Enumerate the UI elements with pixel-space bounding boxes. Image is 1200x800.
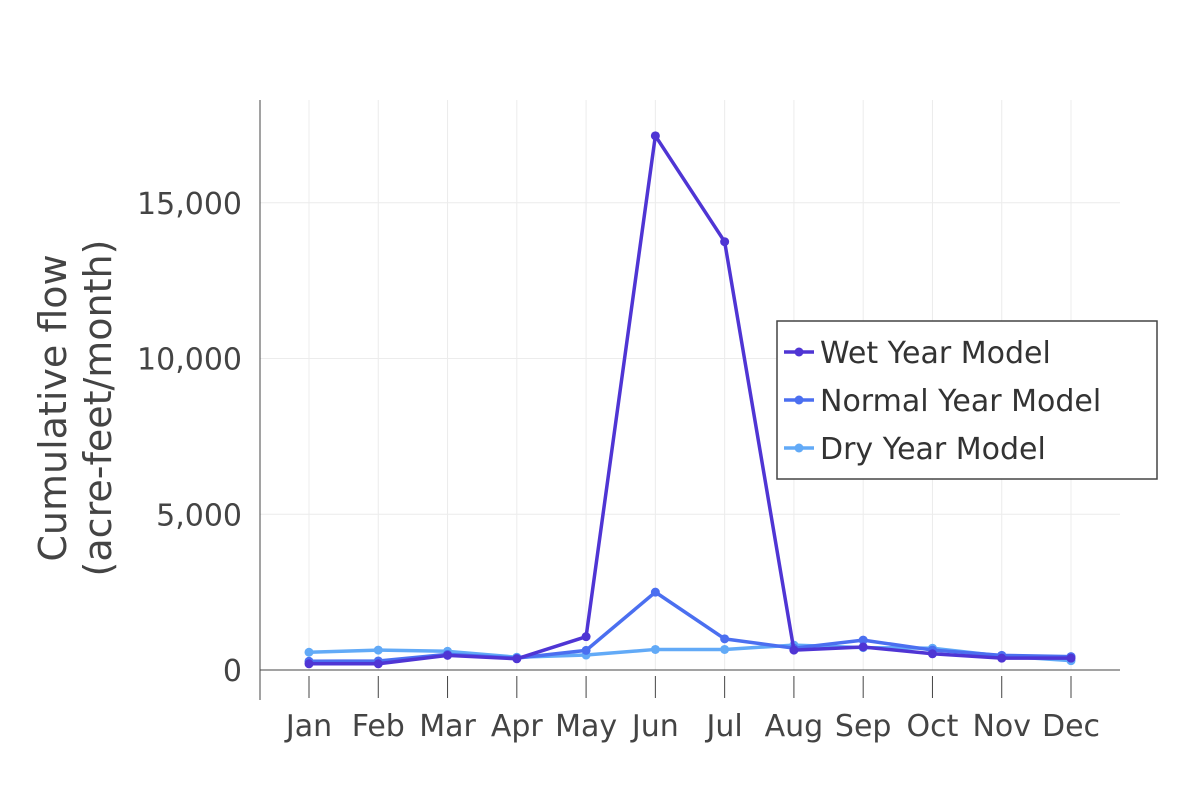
- legend-label: Dry Year Model: [820, 432, 1046, 467]
- data-point: [1066, 653, 1076, 663]
- data-point: [927, 649, 937, 659]
- legend: Wet Year Model Normal Year Model Dry Year …: [776, 320, 1158, 480]
- x-tick-label: Dec: [1042, 709, 1100, 744]
- data-point: [858, 635, 868, 645]
- y-axis-title-line-2: (acre-feet/month): [76, 240, 120, 577]
- data-point: [512, 654, 522, 664]
- y-axis-title-line-1: Cumulative flow: [31, 254, 75, 561]
- axes: [259, 100, 1120, 700]
- y-tick-label: 10,000: [137, 343, 242, 378]
- x-tick-label: Nov: [972, 709, 1031, 744]
- x-tick-label: Sep: [835, 709, 892, 744]
- data-point: [373, 659, 383, 669]
- series: [304, 131, 1076, 669]
- y-tick-label: 0: [223, 654, 242, 689]
- legend-box: [776, 320, 1158, 480]
- data-point: [997, 653, 1007, 663]
- y-tick-label: 5,000: [156, 498, 242, 533]
- legend-swatch-marker: [794, 443, 804, 453]
- data-point: [304, 659, 314, 669]
- data-point: [858, 642, 868, 652]
- data-point: [650, 644, 660, 654]
- y-tick-label: 15,000: [137, 187, 242, 222]
- x-tick-label: Oct: [907, 709, 959, 744]
- legend-swatch-marker: [794, 395, 804, 405]
- data-point: [650, 587, 660, 597]
- data-point: [720, 634, 730, 644]
- legend-swatch-marker: [794, 347, 804, 357]
- x-tick-label: Apr: [491, 709, 544, 744]
- series-line: [309, 134, 1071, 666]
- x-tick-label: Jan: [284, 709, 332, 744]
- x-tick-label: Aug: [765, 709, 824, 744]
- series-group: [304, 131, 1076, 669]
- data-point: [581, 632, 591, 642]
- data-point: [304, 647, 314, 657]
- x-tick-label: Mar: [419, 709, 476, 744]
- data-point: [720, 237, 730, 247]
- y-axis-title: Cumulative flow (acre-feet/month): [31, 240, 120, 577]
- data-point: [581, 645, 591, 655]
- x-tick-label: Jul: [705, 709, 743, 744]
- legend-label: Wet Year Model: [820, 336, 1051, 371]
- data-point: [720, 644, 730, 654]
- x-tick-label: May: [555, 709, 617, 744]
- data-point: [373, 645, 383, 655]
- y-tick-labels: 0 5,000 10,000 15,000: [137, 187, 242, 689]
- data-point: [789, 645, 799, 655]
- data-point: [650, 131, 660, 141]
- data-point: [443, 650, 453, 660]
- x-tick-labels: Jan Feb Mar Apr May Jun Jul Aug Sep Oct Nov Dec: [284, 676, 1100, 744]
- legend-label: Normal Year Model: [820, 384, 1101, 419]
- x-tick-label: Feb: [352, 709, 405, 744]
- x-tick-label: Jun: [630, 709, 679, 744]
